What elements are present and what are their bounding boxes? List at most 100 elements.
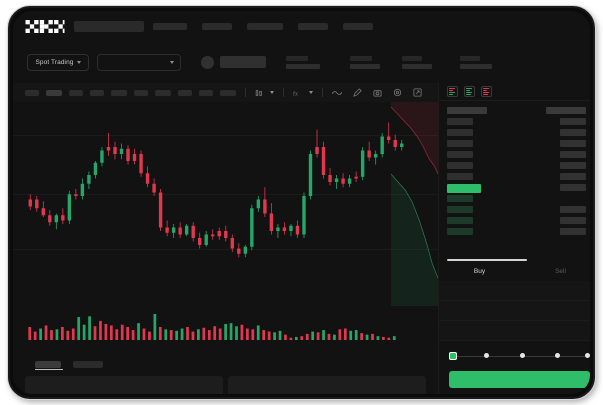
nav-item-1[interactable] (153, 22, 187, 30)
panel-orders-right[interactable] (228, 376, 426, 394)
trading-mode-select[interactable]: Spot Trading (27, 53, 89, 71)
app-screen: Spot Trading (13, 11, 590, 394)
order-form-fields (439, 281, 590, 341)
ask-row-6-price (447, 173, 473, 180)
chart-toolbar: fx (13, 83, 438, 102)
last-price-row-price (447, 184, 481, 193)
bid-row-2[interactable] (439, 204, 590, 215)
toolbar-divider-2 (283, 88, 284, 97)
ticker-bar: Spot Trading (13, 41, 590, 83)
slider-handle[interactable] (449, 352, 457, 360)
tab-open-orders[interactable] (35, 360, 61, 368)
ask-row-6[interactable] (439, 171, 590, 182)
chevron-down-icon (170, 60, 174, 64)
slider-stop-50[interactable] (519, 353, 525, 358)
ask-row-2-size (560, 129, 586, 136)
device-frame: Spot Trading (8, 6, 595, 399)
chevron-down-icon (76, 60, 81, 64)
total-field[interactable] (439, 321, 590, 341)
last-price-row[interactable] (439, 182, 590, 193)
ask-row-6-size (560, 173, 586, 180)
pair-avatar (201, 55, 214, 69)
bid-row-2-size (560, 206, 586, 213)
tf-1h[interactable] (90, 89, 104, 96)
last-price-row-size (560, 184, 586, 191)
bid-row-1[interactable] (439, 193, 590, 204)
chart-gridline (13, 135, 438, 136)
nav-item-3[interactable] (247, 22, 283, 30)
top-nav (13, 11, 590, 41)
slider-stop-75[interactable] (554, 353, 560, 358)
chevron-down-icon-2[interactable] (309, 91, 313, 94)
ob-header-row-size (546, 107, 586, 114)
slider-stop-100[interactable] (585, 353, 590, 358)
tf-1m[interactable] (25, 89, 39, 96)
ob-view-bids-icon[interactable] (464, 86, 475, 97)
trade-panel-divider (447, 259, 527, 261)
nav-item-2[interactable] (202, 22, 232, 30)
bid-row-3[interactable] (439, 215, 590, 226)
candlestick-series (28, 122, 404, 258)
ask-row-2[interactable] (439, 127, 590, 138)
bid-row-3-price (447, 217, 473, 224)
bid-row-4-price (447, 228, 473, 235)
tf-custom[interactable] (220, 89, 236, 96)
nav-item-5[interactable] (343, 22, 373, 30)
ask-row-5-price (447, 162, 473, 169)
tf-4h[interactable] (111, 89, 127, 96)
orders-tabbar (13, 356, 438, 372)
trade-side-tabs: Buy Sell (439, 263, 590, 281)
ask-row-1-size (560, 118, 586, 125)
ask-row-3-price (447, 140, 473, 147)
price-chart[interactable] (13, 102, 438, 306)
amount-field[interactable] (439, 301, 590, 321)
ob-view-asks-icon[interactable] (481, 86, 492, 97)
chevron-down-icon[interactable] (270, 91, 274, 94)
tab-buy[interactable]: Buy (473, 268, 486, 275)
pencil-icon[interactable] (353, 88, 362, 97)
nav-item-4[interactable] (298, 22, 328, 30)
panel-orders-left[interactable] (25, 376, 223, 394)
ask-row-2-price (447, 129, 473, 136)
tf-more[interactable] (199, 89, 213, 96)
ask-row-4[interactable] (439, 149, 590, 160)
bid-row-3-size (560, 217, 586, 224)
amount-percent-slider[interactable] (449, 352, 590, 362)
price-field[interactable] (439, 281, 590, 301)
tf-15m[interactable] (69, 89, 83, 96)
submit-order-button[interactable] (449, 371, 590, 388)
volume-chart (13, 306, 438, 356)
ask-row-5[interactable] (439, 160, 590, 171)
camera-icon[interactable] (373, 88, 382, 97)
ask-row-5-size (560, 162, 586, 169)
stat-last-price (286, 55, 320, 69)
order-book-rows (439, 101, 590, 237)
slider-stop-25[interactable] (484, 353, 490, 358)
stat-24h-volume (460, 55, 492, 69)
ob-header-row-price (447, 107, 487, 114)
tf-5m[interactable] (46, 89, 62, 96)
ob-view-both-icon[interactable] (447, 86, 458, 97)
tab-order-history[interactable] (73, 360, 103, 368)
line-chart-icon[interactable] (332, 89, 342, 97)
settings-icon[interactable] (393, 88, 402, 97)
ob-header-row[interactable] (439, 105, 590, 116)
ask-row-1[interactable] (439, 116, 590, 127)
fullscreen-icon[interactable] (413, 88, 422, 97)
bid-row-4[interactable] (439, 226, 590, 237)
tab-sell[interactable]: Sell (555, 268, 566, 275)
candles-icon[interactable] (255, 89, 263, 97)
okx-logo[interactable] (25, 19, 65, 33)
pair-select[interactable] (97, 53, 181, 71)
svg-text:fx: fx (293, 90, 298, 97)
bid-row-2-price (447, 206, 473, 213)
stat-24h-change (350, 55, 380, 69)
tf-1mo[interactable] (178, 89, 192, 96)
ask-row-3[interactable] (439, 138, 590, 149)
tf-1d[interactable] (134, 89, 148, 96)
search-input[interactable] (74, 20, 144, 32)
indicators-icon[interactable]: fx (293, 89, 302, 97)
tf-1w[interactable] (155, 89, 171, 96)
bid-row-4-size (560, 228, 586, 235)
bid-row-1-price (447, 195, 473, 202)
